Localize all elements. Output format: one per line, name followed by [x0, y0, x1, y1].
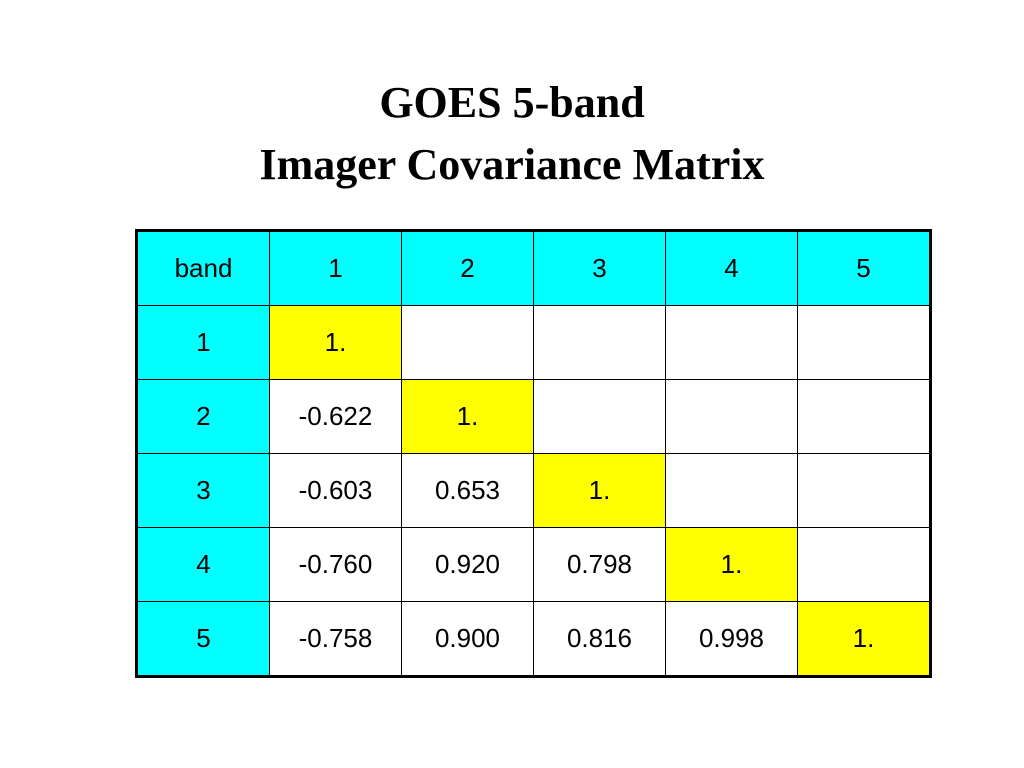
table-cell: 1. — [401, 379, 534, 454]
table-cell: -0.760 — [269, 527, 402, 602]
table-cell: 0.653 — [401, 453, 534, 528]
header-cell: 3 — [533, 230, 666, 306]
table-cell: 0.798 — [533, 527, 666, 602]
title-line: GOES 5-band — [379, 78, 645, 127]
row-label: 4 — [136, 527, 270, 602]
table-cell — [401, 305, 534, 380]
table-row: 1 1. — [136, 305, 931, 380]
header-row: band 1 2 3 4 5 — [136, 230, 931, 306]
table-cell: 1. — [797, 601, 931, 677]
table-cell: 1. — [533, 453, 666, 528]
table-cell — [533, 379, 666, 454]
table-cell: 1. — [269, 305, 402, 380]
table-cell: -0.622 — [269, 379, 402, 454]
table-cell: -0.758 — [269, 601, 402, 677]
table-cell: 0.900 — [401, 601, 534, 677]
table-cell: 0.816 — [533, 601, 666, 677]
header-cell: 4 — [665, 230, 798, 306]
row-label: 5 — [136, 601, 270, 677]
table-cell: 0.998 — [665, 601, 798, 677]
covariance-table: band 1 2 3 4 5 1 1. 2 -0.622 1. 3 -0.603 0.653 1. 4 -0.7… — [135, 229, 932, 678]
table-cell: -0.603 — [269, 453, 402, 528]
header-cell: 1 — [269, 230, 402, 306]
header-cell: band — [136, 230, 270, 306]
table-cell — [665, 305, 798, 380]
table-row: 4 -0.760 0.920 0.798 1. — [136, 527, 931, 602]
table-cell — [797, 453, 931, 528]
table-row: 3 -0.603 0.653 1. — [136, 453, 931, 528]
table-cell: 0.920 — [401, 527, 534, 602]
table-row: 5 -0.758 0.900 0.816 0.998 1. — [136, 601, 931, 677]
table-cell — [797, 305, 931, 380]
header-cell: 2 — [401, 230, 534, 306]
table-cell — [797, 527, 931, 602]
table-cell — [665, 379, 798, 454]
row-label: 2 — [136, 379, 270, 454]
row-label: 1 — [136, 305, 270, 380]
title-line: Imager Covariance Matrix — [259, 140, 765, 189]
table-row: 2 -0.622 1. — [136, 379, 931, 454]
row-label: 3 — [136, 453, 270, 528]
table-cell — [797, 379, 931, 454]
table-cell: 1. — [665, 527, 798, 602]
table-cell — [665, 453, 798, 528]
header-cell: 5 — [797, 230, 931, 306]
table-cell — [533, 305, 666, 380]
